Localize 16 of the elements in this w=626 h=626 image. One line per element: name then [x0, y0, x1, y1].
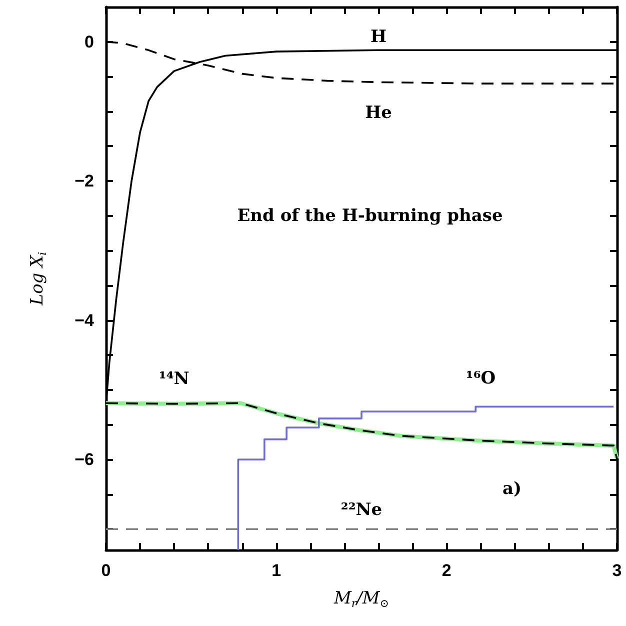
y-tick-label: −2	[74, 172, 94, 191]
y-tick-label: −6	[74, 450, 94, 469]
annotation: a)	[502, 479, 522, 499]
series-label: ²²Ne	[340, 500, 382, 520]
x-tick-label: 2	[442, 561, 452, 580]
x-tick-label: 0	[101, 561, 111, 580]
x-tick-label: 1	[272, 561, 282, 580]
series-label: ¹⁶O	[466, 368, 496, 389]
annotation: End of the H-burning phase	[237, 206, 503, 226]
y-tick-label: 0	[84, 32, 94, 52]
x-tick-label: 3	[612, 561, 622, 580]
legend-label: H	[370, 27, 387, 48]
series-label: He	[365, 103, 392, 124]
y-axis-title: Log Xi	[28, 252, 49, 306]
series-label: ¹⁴N	[158, 368, 190, 389]
y-tick-label: −4	[74, 310, 95, 330]
